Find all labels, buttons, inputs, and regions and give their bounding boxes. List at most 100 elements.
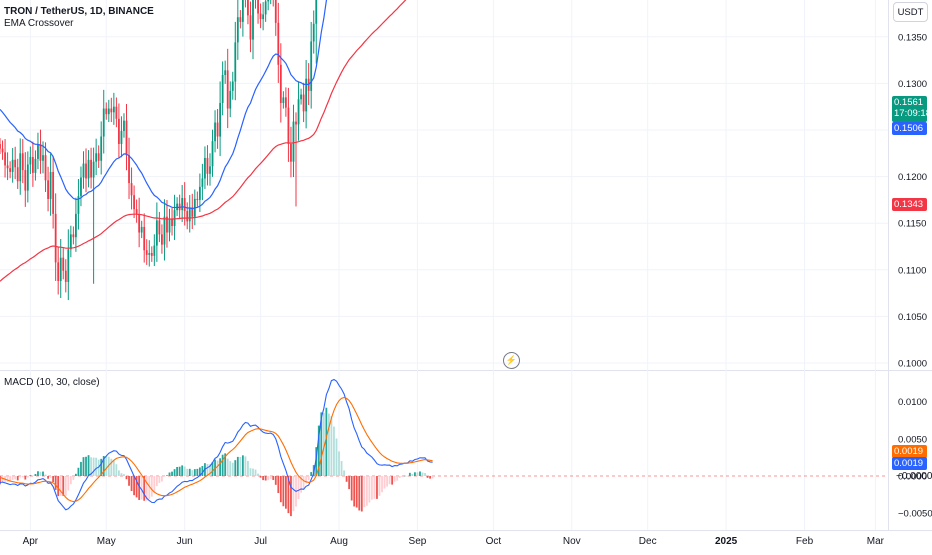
histogram-bar	[64, 476, 67, 496]
candle	[54, 193, 57, 281]
histogram-bar	[398, 476, 401, 478]
candle	[241, 0, 244, 37]
currency-button[interactable]: USDT	[893, 2, 928, 22]
candle-body	[219, 102, 222, 137]
histogram-bar	[163, 476, 166, 477]
candle-body	[188, 207, 191, 222]
histogram-bar	[368, 476, 371, 503]
histogram-bar	[153, 476, 156, 493]
candle	[80, 166, 82, 207]
indicator-label[interactable]: EMA Crossover	[4, 18, 74, 29]
y-tick-label: 0.1050	[898, 312, 927, 323]
histogram-bar	[52, 476, 55, 482]
candle-body	[135, 209, 138, 214]
candle-body	[297, 99, 300, 125]
candle	[211, 129, 214, 177]
candle	[252, 0, 254, 60]
candle	[118, 103, 120, 158]
histogram-bar	[254, 469, 257, 476]
histogram-bar	[80, 461, 82, 476]
candle	[0, 138, 1, 154]
candle-body	[249, 15, 252, 40]
candle	[284, 87, 287, 117]
histogram-bar	[0, 476, 1, 485]
histogram-bar	[102, 455, 105, 476]
candle-body	[128, 155, 130, 184]
candle	[297, 81, 300, 141]
histogram-bar	[348, 476, 351, 490]
histogram-bar	[6, 476, 9, 482]
histogram-bar	[376, 476, 378, 499]
histogram-bar	[221, 454, 224, 476]
candle-body	[92, 161, 95, 178]
candle	[168, 208, 171, 242]
histogram-bar	[173, 469, 176, 476]
histogram-bar	[264, 476, 267, 481]
candle-body	[274, 0, 277, 23]
candle	[272, 0, 274, 7]
candle	[259, 3, 262, 29]
macd-title[interactable]: MACD (10, 30, close)	[4, 377, 100, 388]
candle	[229, 81, 232, 118]
candle-body	[64, 270, 67, 282]
candle-body	[267, 0, 270, 2]
histogram-bar	[408, 472, 411, 476]
histogram-bar	[44, 474, 47, 476]
candle-body	[310, 41, 313, 91]
candle-body	[186, 211, 189, 222]
histogram-bar	[186, 468, 189, 476]
candle-body	[211, 141, 214, 167]
histogram-bar	[69, 476, 72, 485]
candle	[115, 97, 118, 128]
histogram-bar	[211, 462, 214, 476]
candle	[52, 155, 55, 229]
macd-y-tick-label: −0.0050	[898, 509, 932, 520]
histogram-bar	[305, 476, 308, 484]
candle-body	[4, 152, 6, 166]
candle	[255, 0, 257, 9]
lightning-icon[interactable]: ⚡	[503, 352, 520, 369]
histogram-bar	[19, 476, 22, 478]
macd-line-tag: 0.0019	[892, 457, 927, 470]
histogram-bar	[365, 476, 368, 506]
candle	[24, 152, 27, 207]
candle-body	[29, 157, 32, 165]
candle-body	[37, 143, 39, 159]
candle	[274, 0, 277, 36]
candle	[6, 152, 9, 181]
histogram-bar	[191, 470, 194, 476]
candle-body	[100, 136, 103, 161]
candle	[181, 184, 184, 223]
candle	[112, 92, 115, 125]
histogram-bar	[133, 476, 135, 496]
candle-body	[47, 180, 49, 199]
histogram-bar	[34, 473, 37, 476]
candle	[135, 199, 138, 223]
histogram-bar	[360, 476, 363, 512]
candle	[290, 126, 292, 178]
candle	[39, 129, 42, 174]
histogram-bar	[82, 457, 85, 476]
histogram-bar	[320, 412, 323, 476]
macd-y-tick-label: 0.0100	[898, 397, 927, 408]
candle-body	[206, 157, 209, 174]
candle	[82, 151, 85, 189]
histogram-bar	[171, 471, 173, 476]
histogram-bar	[128, 476, 130, 486]
candle	[247, 0, 249, 25]
histogram-bar	[396, 476, 399, 481]
histogram-bar	[343, 470, 345, 476]
histogram-bar	[47, 476, 49, 479]
histogram-bar	[26, 476, 29, 478]
candle	[270, 0, 272, 5]
candle	[224, 60, 227, 84]
candle	[87, 150, 90, 188]
candle-body	[161, 234, 163, 245]
candle	[69, 225, 72, 258]
candle	[128, 137, 130, 199]
histogram-bar	[310, 472, 313, 476]
histogram-bar	[325, 407, 328, 476]
candle-body	[277, 22, 280, 65]
